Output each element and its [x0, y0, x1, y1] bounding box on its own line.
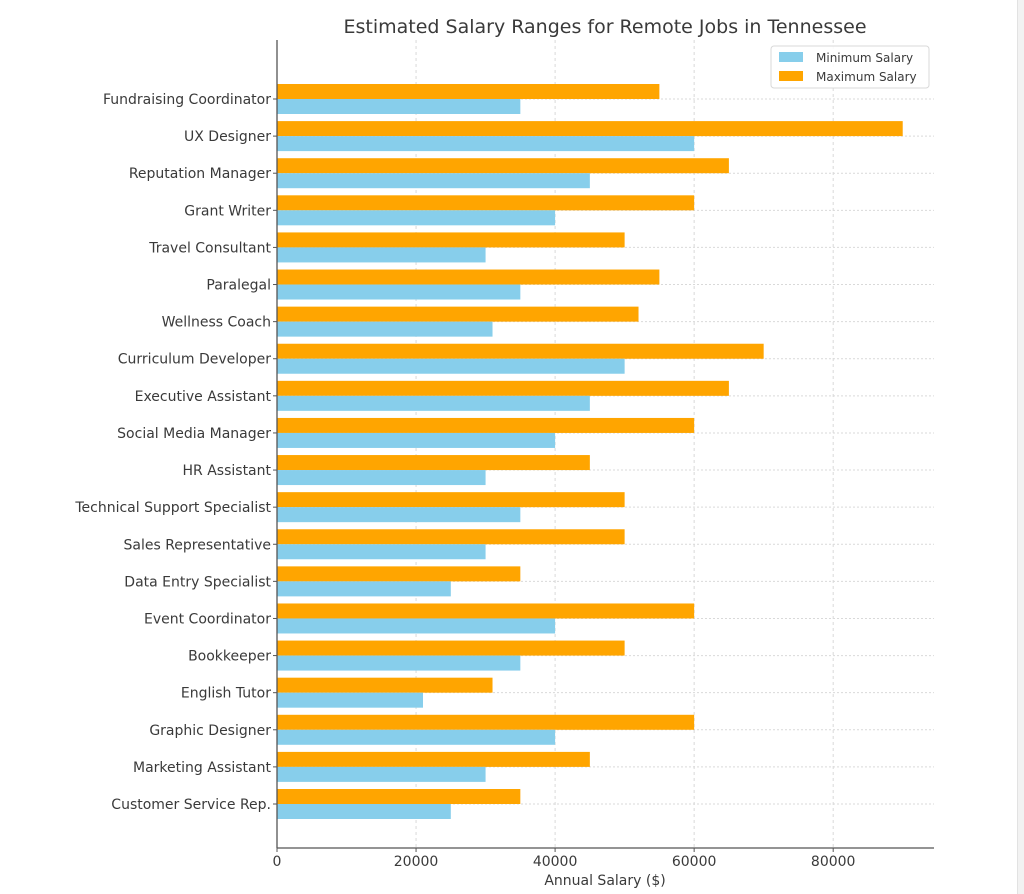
- bar-minimum-salary: [277, 173, 590, 189]
- bar-maximum-salary: [277, 566, 521, 582]
- bar-maximum-salary: [277, 529, 625, 545]
- category-label: Data Entry Specialist: [124, 574, 271, 590]
- bar-maximum-salary: [277, 714, 695, 730]
- bar-maximum-salary: [277, 603, 695, 619]
- bar-maximum-salary: [277, 121, 903, 137]
- category-label: Paralegal: [206, 278, 271, 294]
- category-label: Wellness Coach: [162, 315, 271, 331]
- category-label: Graphic Designer: [149, 723, 271, 739]
- category-label: Technical Support Specialist: [74, 500, 271, 516]
- legend-label-maximum: Maximum Salary: [816, 70, 917, 84]
- category-label: Reputation Manager: [129, 166, 271, 182]
- bar-maximum-salary: [277, 677, 493, 693]
- bar-minimum-salary: [277, 729, 556, 745]
- legend-swatch-minimum: [779, 52, 803, 62]
- bar-maximum-salary: [277, 492, 625, 508]
- bar-minimum-salary: [277, 284, 521, 300]
- category-label: Curriculum Developer: [118, 352, 271, 368]
- x-ticks: 0 20000 40000 60000 80000: [273, 848, 856, 870]
- bar-maximum-salary: [277, 380, 729, 396]
- bar-minimum-salary: [277, 321, 493, 337]
- legend: Minimum Salary Maximum Salary: [770, 45, 930, 89]
- legend-frame: [770, 45, 930, 89]
- bar-minimum-salary: [277, 210, 556, 226]
- x-tick-label: 60000: [672, 854, 717, 870]
- category-label: Executive Assistant: [135, 389, 272, 405]
- category-label: Grant Writer: [184, 203, 271, 219]
- bar-maximum-salary: [277, 455, 590, 471]
- bar-minimum-salary: [277, 618, 556, 634]
- bar-maximum-salary: [277, 306, 639, 322]
- bar-minimum-salary: [277, 395, 590, 411]
- bar-minimum-salary: [277, 544, 486, 560]
- bar-maximum-salary: [277, 417, 695, 433]
- legend-swatch-maximum: [779, 71, 803, 81]
- chart-title: Estimated Salary Ranges for Remote Jobs …: [343, 16, 866, 38]
- bar-minimum-salary: [277, 766, 486, 782]
- axes: [276, 40, 934, 849]
- bar-minimum-salary: [277, 507, 521, 523]
- category-label: English Tutor: [181, 686, 271, 702]
- x-tick-label: 80000: [811, 854, 856, 870]
- category-label: Social Media Manager: [117, 426, 271, 442]
- bars: [277, 84, 903, 819]
- x-tick-label: 40000: [533, 854, 578, 870]
- category-label: UX Designer: [184, 129, 271, 145]
- category-label: Event Coordinator: [144, 611, 271, 627]
- x-tick-label: 20000: [394, 854, 439, 870]
- bar-minimum-salary: [277, 136, 695, 152]
- bar-maximum-salary: [277, 751, 590, 767]
- bar-minimum-salary: [277, 432, 556, 448]
- bar-minimum-salary: [277, 655, 521, 671]
- x-tick-label: 0: [273, 854, 282, 870]
- bar-maximum-salary: [277, 195, 695, 211]
- category-label: Bookkeeper: [188, 649, 271, 665]
- category-label: Fundraising Coordinator: [103, 92, 271, 108]
- bar-maximum-salary: [277, 343, 764, 359]
- bar-maximum-salary: [277, 640, 625, 656]
- category-label: Travel Consultant: [148, 240, 271, 256]
- bar-minimum-salary: [277, 692, 423, 708]
- bar-minimum-salary: [277, 358, 625, 374]
- category-label: Marketing Assistant: [133, 760, 272, 776]
- bar-minimum-salary: [277, 470, 486, 486]
- bar-minimum-salary: [277, 99, 521, 114]
- x-axis-label: Annual Salary ($): [544, 873, 665, 889]
- category-label: HR Assistant: [183, 463, 272, 479]
- bar-maximum-salary: [277, 269, 660, 285]
- bar-maximum-salary: [277, 232, 625, 248]
- bar-maximum-salary: [277, 84, 660, 99]
- bar-minimum-salary: [277, 804, 451, 819]
- category-label: Sales Representative: [124, 537, 272, 553]
- bar-maximum-salary: [277, 158, 729, 174]
- window-edge: [1017, 0, 1024, 894]
- y-ticks: Fundraising Coordinator UX Designer Reputa…: [74, 92, 277, 813]
- legend-label-minimum: Minimum Salary: [816, 51, 913, 65]
- category-label: Customer Service Rep.: [111, 797, 271, 813]
- bar-minimum-salary: [277, 247, 486, 263]
- bar-minimum-salary: [277, 581, 451, 597]
- bar-maximum-salary: [277, 789, 521, 804]
